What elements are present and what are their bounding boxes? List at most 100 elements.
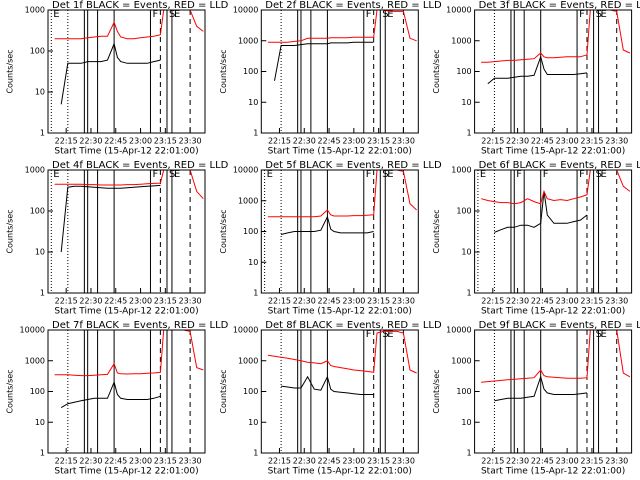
event-label: F <box>579 169 585 180</box>
y-tick-label: 100 <box>30 47 45 56</box>
event-label: F <box>543 169 549 180</box>
x-tick-label: 23:15 <box>580 457 603 466</box>
y-tick-label: 10000 <box>20 326 45 335</box>
panel-title: Det 3f BLACK = Events, RED = LLD <box>479 0 640 11</box>
event-label: E <box>480 169 486 180</box>
x-axis-label: Start Time (15-Apr-12 22:01:00) <box>481 307 625 317</box>
x-tick-label: 22:45 <box>318 457 341 466</box>
series-line <box>481 329 631 383</box>
x-tick-label: 23:00 <box>556 297 579 306</box>
y-tick-label: 1 <box>467 449 472 458</box>
x-tick-label: 22:45 <box>104 457 127 466</box>
series-line <box>267 9 417 43</box>
y-tick-label: 100 <box>456 207 471 216</box>
x-tick-label: 23:00 <box>556 137 579 146</box>
x-tick-label: 22:15 <box>268 297 291 306</box>
panel-title: Det 1f BLACK = Events, RED = LLD <box>52 0 229 11</box>
y-tick-label: 1000 <box>238 196 258 205</box>
plot-frame <box>474 329 633 454</box>
plot-frame <box>47 9 206 134</box>
y-tick-label: 1 <box>467 289 472 298</box>
plot-frame <box>260 169 419 294</box>
plot-frame <box>260 329 419 454</box>
y-axis-label: Counts/sec <box>432 209 441 253</box>
y-tick-label: 10 <box>35 418 45 427</box>
y-tick-label: 100 <box>30 387 45 396</box>
x-tick-label: 23:15 <box>367 137 390 146</box>
x-tick-label: 22:15 <box>481 137 504 146</box>
y-tick-label: 10000 <box>233 6 258 15</box>
y-tick-label: 10 <box>461 98 471 107</box>
x-tick-label: 22:45 <box>104 137 127 146</box>
event-label: F <box>516 169 522 180</box>
x-tick-label: 22:30 <box>293 297 316 306</box>
event-label: F <box>152 9 158 20</box>
series-line <box>267 330 417 374</box>
x-axis-label: Start Time (15-Apr-12 22:01:00) <box>268 467 412 477</box>
series-line <box>54 169 204 200</box>
y-axis-label: Counts/sec <box>219 209 228 253</box>
x-tick-label: 22:15 <box>268 457 291 466</box>
x-tick-label: 23:00 <box>342 297 365 306</box>
y-tick-label: 10 <box>35 88 45 97</box>
x-tick-label: 23:30 <box>179 137 202 146</box>
x-tick-label: 23:15 <box>154 297 177 306</box>
event-label: E <box>53 9 59 20</box>
y-tick-label: 1 <box>253 289 258 298</box>
x-tick-label: 22:30 <box>79 297 102 306</box>
y-tick-label: 10 <box>248 418 258 427</box>
y-tick-label: 1000 <box>451 36 471 45</box>
event-label: E <box>601 9 607 20</box>
plot-frame <box>47 169 206 294</box>
event-label: E <box>601 169 607 180</box>
x-axis-label: Start Time (15-Apr-12 22:01:00) <box>54 147 198 157</box>
x-tick-label: 22:15 <box>55 457 78 466</box>
x-tick-label: 23:30 <box>392 137 415 146</box>
event-label: F <box>152 169 158 180</box>
x-tick-label: 23:00 <box>129 297 152 306</box>
series-line <box>54 9 204 40</box>
x-tick-label: 22:15 <box>55 297 78 306</box>
series-line <box>494 191 588 233</box>
x-tick-label: 23:15 <box>580 297 603 306</box>
panel-title: Det 6f BLACK = Events, RED = LLD <box>479 160 640 171</box>
y-tick-label: 1 <box>253 449 258 458</box>
x-tick-label: 23:30 <box>605 137 628 146</box>
series-line <box>494 375 588 402</box>
y-tick-label: 1 <box>40 129 45 138</box>
x-tick-label: 23:00 <box>342 137 365 146</box>
y-axis-label: Counts/sec <box>6 209 15 253</box>
x-axis-label: Start Time (15-Apr-12 22:01:00) <box>54 307 198 317</box>
x-tick-label: 22:30 <box>506 297 529 306</box>
y-tick-label: 1000 <box>451 166 471 175</box>
y-tick-label: 1 <box>467 129 472 138</box>
x-tick-label: 22:30 <box>79 137 102 146</box>
panel-title: Det 9f BLACK = Events, RED = LLD <box>479 320 640 331</box>
y-tick-label: 100 <box>456 387 471 396</box>
x-tick-label: 23:15 <box>154 457 177 466</box>
plot-frame <box>47 329 206 454</box>
x-tick-label: 22:45 <box>318 297 341 306</box>
series-line <box>54 329 204 377</box>
x-axis-label: Start Time (15-Apr-12 22:01:00) <box>481 467 625 477</box>
series-line <box>60 184 161 253</box>
panel-title: Det 2f BLACK = Events, RED = LLD <box>265 0 442 11</box>
event-label: E <box>267 169 273 180</box>
event-label: E <box>387 329 393 340</box>
x-tick-label: 22:45 <box>531 297 554 306</box>
y-tick-label: 10 <box>248 258 258 267</box>
y-tick-label: 1 <box>253 129 258 138</box>
x-tick-label: 22:15 <box>481 457 504 466</box>
y-tick-label: 1 <box>40 449 45 458</box>
y-tick-label: 10000 <box>446 326 471 335</box>
event-label: E <box>601 329 607 340</box>
y-axis-label: Counts/sec <box>432 369 441 413</box>
plot-frame <box>474 9 633 134</box>
x-axis-label: Start Time (15-Apr-12 22:01:00) <box>54 467 198 477</box>
y-axis-label: Counts/sec <box>6 49 15 93</box>
y-tick-label: 1000 <box>25 166 45 175</box>
y-axis-label: Counts/sec <box>432 49 441 93</box>
event-label: E <box>387 169 393 180</box>
x-tick-label: 23:00 <box>129 457 152 466</box>
x-tick-label: 22:30 <box>506 457 529 466</box>
